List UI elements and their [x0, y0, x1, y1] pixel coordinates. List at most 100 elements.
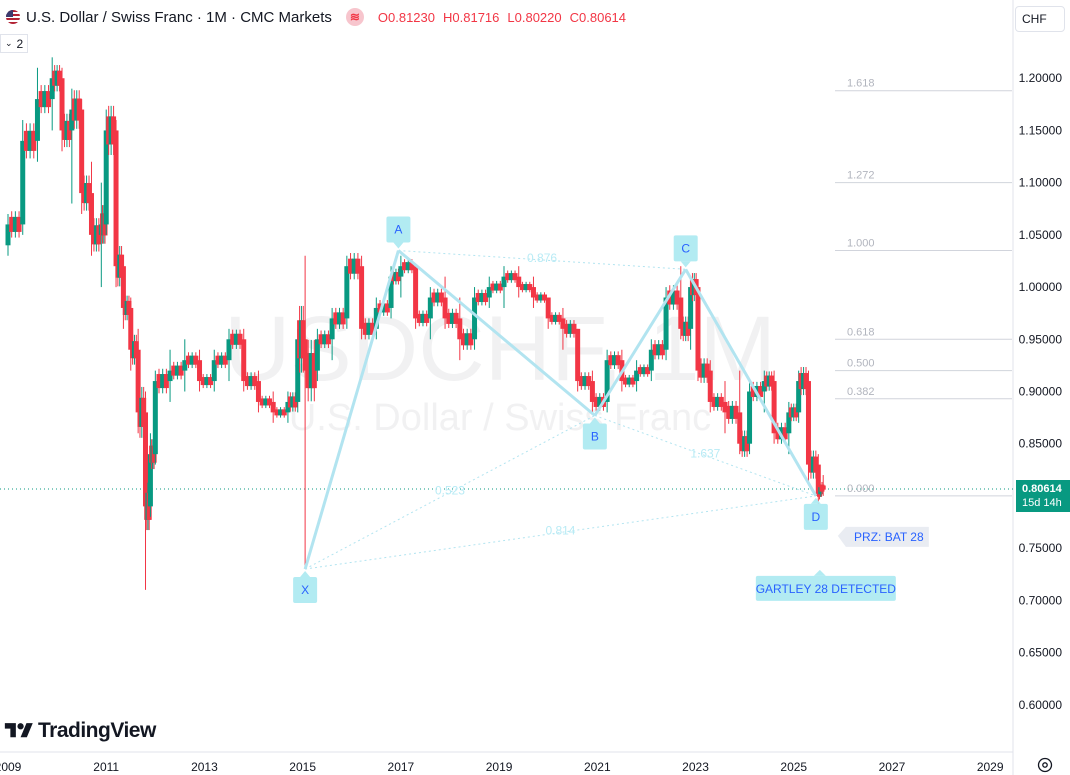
candle-body: [233, 333, 239, 345]
candle-body: [185, 355, 191, 365]
candle-body: [542, 294, 548, 301]
candle-body: [483, 293, 489, 303]
candle-body: [589, 381, 595, 402]
fib-level-label: 1.000: [847, 238, 875, 250]
candle-body: [556, 314, 562, 322]
candle-body: [340, 312, 346, 325]
candle-body: [281, 409, 287, 416]
time-tick-label: 2017: [388, 760, 415, 774]
time-axis: 2009 2011 2013 2015 2017 2019 2021 2023 2025 2027…: [0, 760, 1004, 774]
candle-body: [219, 355, 225, 365]
candle-body: [608, 355, 614, 366]
pattern-leg: [303, 250, 400, 570]
pattern-leg: [593, 268, 687, 417]
candle-body: [381, 303, 387, 313]
price-tick-label: 0.70000: [1019, 593, 1063, 607]
time-tick-label: 2009: [0, 760, 22, 774]
fib-level-label: 0.618: [847, 326, 875, 338]
candle-body: [197, 360, 203, 382]
watermark-name: U.S. Dollar / Swiss Franc: [289, 397, 711, 439]
candle-body: [211, 360, 217, 382]
pattern-detected-label[interactable]: GARTLEY 28 DETECTED: [756, 569, 897, 601]
price-axis: 1.20000 1.15000 1.10000 1.05000 1.00000 0.950…: [1019, 71, 1063, 712]
last-price-value: 0.80614: [1022, 483, 1062, 495]
pattern-point-c[interactable]: C: [673, 235, 698, 268]
candle-body: [805, 381, 811, 465]
candle-body: [453, 312, 459, 324]
symbol-title[interactable]: U.S. Dollar / Swiss Franc · 1M · CMC Mar…: [26, 8, 332, 26]
candle-body: [604, 360, 610, 402]
candle-body: [733, 405, 739, 419]
time-tick-label: 2025: [780, 760, 807, 774]
candle-body: [143, 412, 149, 507]
candle-body: [152, 381, 158, 455]
candle-body: [222, 355, 228, 365]
candle-body: [351, 258, 357, 274]
svg-text:X: X: [301, 583, 309, 597]
candle-body: [652, 344, 658, 356]
candle-body: [578, 376, 584, 387]
candle-body: [174, 365, 180, 376]
candle-body: [267, 398, 273, 406]
candle-body: [270, 401, 276, 413]
market-status-icon[interactable]: ≋: [345, 8, 364, 26]
candle-body: [244, 376, 250, 387]
candle-body: [516, 276, 522, 288]
tradingview-logo-text: TradingView: [38, 719, 156, 742]
candle-body: [582, 376, 588, 387]
price-tick-label: 0.85000: [1019, 437, 1063, 451]
settings-gear-icon[interactable]: [1035, 755, 1055, 775]
candle-body: [512, 273, 518, 281]
candle-body: [348, 258, 354, 274]
candle-body: [370, 322, 376, 335]
indicators-toggle[interactable]: ⌄ 2: [0, 34, 29, 53]
candle-body: [486, 287, 492, 298]
symbol-legend: U.S. Dollar / Swiss Franc · 1M · CMC Mar…: [0, 0, 634, 34]
candle-body: [12, 216, 18, 232]
candle-body: [648, 349, 654, 371]
candle-body: [413, 266, 419, 319]
pattern-point-d[interactable]: D: [803, 497, 828, 530]
candle-body: [678, 297, 684, 329]
pattern-point-a[interactable]: A: [386, 216, 411, 249]
candle-body: [567, 323, 573, 334]
candle-body: [409, 262, 415, 271]
candle-body: [200, 377, 206, 386]
time-tick-label: 2021: [584, 760, 611, 774]
price-tick-label: 1.10000: [1019, 176, 1063, 190]
candle-body: [597, 396, 603, 407]
candle-body: [553, 314, 559, 322]
currency-selector[interactable]: CHF: [1015, 6, 1065, 32]
candle-body: [494, 283, 500, 291]
candle-body: [416, 313, 422, 323]
candle-body: [9, 216, 15, 232]
candle-body: [663, 297, 669, 350]
time-tick-label: 2019: [486, 760, 513, 774]
candle-body: [534, 294, 540, 301]
tradingview-logo[interactable]: TradingView: [4, 719, 156, 743]
fib-level-label: 1.618: [847, 78, 875, 90]
candle-body: [318, 334, 324, 345]
candle-body: [704, 363, 710, 378]
candle-body: [402, 262, 408, 271]
candle-body: [16, 216, 22, 232]
candle-body: [571, 323, 577, 334]
harmonic-pattern[interactable]: 0.876 0.523 1.637 0.814 X A B C D PRZ: BAT 28 GART…: [293, 216, 929, 604]
candle-body: [446, 312, 452, 324]
candle-body: [103, 130, 109, 225]
candle-body: [424, 313, 430, 323]
candle-body: [241, 339, 247, 382]
prz-label[interactable]: PRZ: BAT 28: [837, 526, 929, 547]
pattern-point-x[interactable]: X: [293, 571, 318, 604]
candle-body: [259, 398, 265, 406]
candle-body: [263, 398, 269, 406]
candle-body: [248, 376, 254, 387]
candle-body: [182, 360, 188, 371]
candle-body: [523, 284, 529, 291]
candle-body: [564, 323, 570, 334]
candle-body: [42, 91, 48, 108]
pattern-point-b[interactable]: B: [582, 417, 607, 450]
candle-body: [362, 322, 368, 335]
candle-body: [695, 287, 701, 371]
